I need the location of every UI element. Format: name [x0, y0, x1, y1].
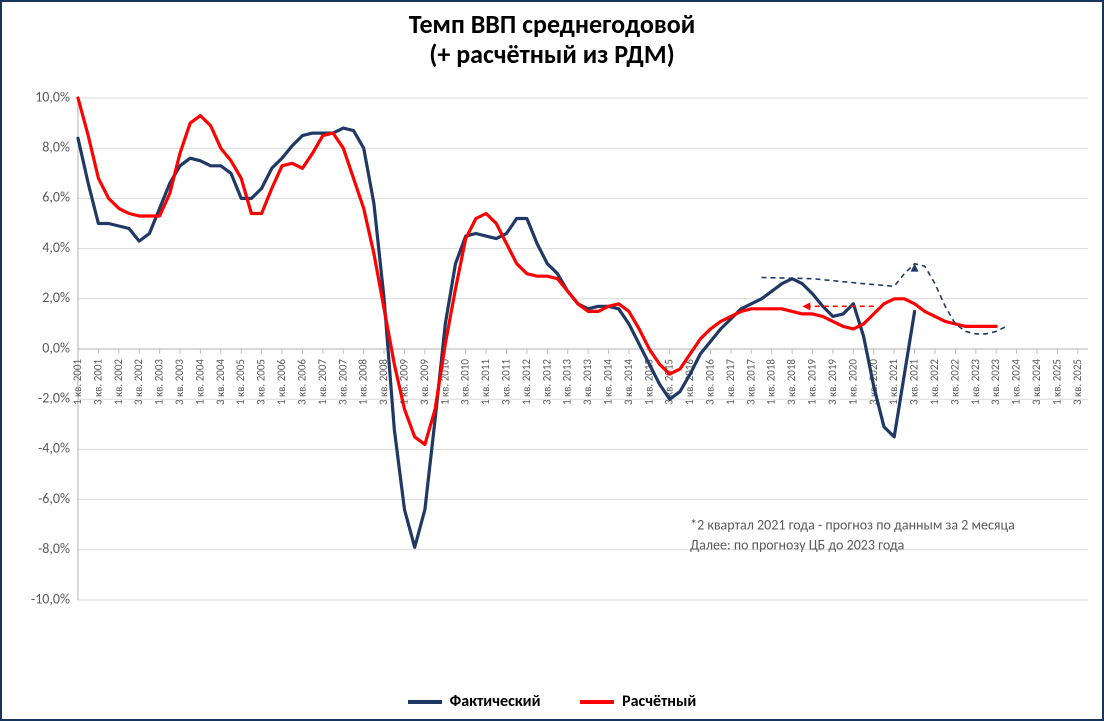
svg-text:1 кв. 2008: 1 кв. 2008 — [357, 359, 370, 405]
svg-text:10,0%: 10,0% — [35, 92, 70, 105]
legend-swatch-calculated — [580, 700, 614, 704]
svg-text:3 кв. 2004: 3 кв. 2004 — [214, 359, 227, 405]
svg-text:3 кв. 2002: 3 кв. 2002 — [132, 359, 145, 405]
svg-text:1 кв. 2020: 1 кв. 2020 — [846, 359, 859, 405]
svg-text:3 кв. 2021: 3 кв. 2021 — [908, 359, 921, 405]
svg-text:Далее: по прогнозу ЦБ до 2023: Далее: по прогнозу ЦБ до 2023 года — [690, 537, 904, 554]
svg-text:-2,0%: -2,0% — [38, 390, 70, 407]
svg-text:-6,0%: -6,0% — [38, 490, 70, 507]
svg-text:1 кв. 2001: 1 кв. 2001 — [71, 359, 84, 405]
svg-text:3 кв. 2014: 3 кв. 2014 — [622, 359, 635, 405]
line-chart-svg: -10,0% -8,0% -6,0% -4,0% -2,0% 0,0% 2,0% 4,0% 6,… — [16, 92, 1092, 652]
svg-text:1 кв. 2007: 1 кв. 2007 — [316, 359, 329, 405]
legend-swatch-actual — [408, 700, 442, 704]
svg-text:1 кв. 2017: 1 кв. 2017 — [724, 359, 737, 405]
legend-item-actual: Фактический — [408, 692, 541, 711]
chart-area: -10,0% -8,0% -6,0% -4,0% -2,0% 0,0% 2,0% 4,0% 6,… — [16, 92, 1092, 652]
svg-text:1 кв. 2023: 1 кв. 2023 — [969, 359, 982, 405]
svg-text:1 кв. 2014: 1 кв. 2014 — [602, 359, 615, 405]
svg-text:3 кв. 2018: 3 кв. 2018 — [785, 359, 798, 405]
svg-text:1 кв. 2004: 1 кв. 2004 — [193, 359, 206, 405]
svg-text:1 кв. 2002: 1 кв. 2002 — [112, 359, 125, 405]
svg-text:3 кв. 2006: 3 кв. 2006 — [295, 359, 308, 405]
svg-text:1 кв. 2025: 1 кв. 2025 — [1050, 359, 1063, 405]
svg-text:3 кв. 2013: 3 кв. 2013 — [581, 359, 594, 405]
svg-text:6,0%: 6,0% — [42, 189, 70, 206]
legend-item-calculated: Расчётный — [580, 692, 696, 711]
svg-text:1 кв. 2005: 1 кв. 2005 — [234, 359, 247, 405]
title-line-1: Темп ВВП среднегодовой — [2, 10, 1102, 40]
svg-text:1 кв. 2003: 1 кв. 2003 — [153, 359, 166, 405]
svg-text:1 кв. 2022: 1 кв. 2022 — [928, 359, 941, 405]
svg-text:3 кв. 2023: 3 кв. 2023 — [989, 359, 1002, 405]
svg-text:-10,0%: -10,0% — [31, 590, 70, 607]
svg-text:3 кв. 2012: 3 кв. 2012 — [540, 359, 553, 405]
svg-text:1 кв. 2019: 1 кв. 2019 — [806, 359, 819, 405]
svg-text:2,0%: 2,0% — [42, 289, 70, 306]
svg-text:1 кв. 2013: 1 кв. 2013 — [561, 359, 574, 405]
svg-text:3 кв. 2016: 3 кв. 2016 — [704, 359, 717, 405]
svg-text:1 кв. 2012: 1 кв. 2012 — [520, 359, 533, 405]
svg-text:0,0%: 0,0% — [42, 339, 70, 356]
legend: Фактический Расчётный — [2, 690, 1102, 712]
svg-text:4,0%: 4,0% — [42, 239, 70, 256]
svg-text:-8,0%: -8,0% — [38, 540, 70, 557]
svg-text:3 кв. 2019: 3 кв. 2019 — [826, 359, 839, 405]
svg-text:3 кв. 2001: 3 кв. 2001 — [91, 359, 104, 405]
svg-text:-4,0%: -4,0% — [38, 440, 70, 457]
svg-text:1 кв. 2018: 1 кв. 2018 — [765, 359, 778, 405]
svg-text:3 кв. 2003: 3 кв. 2003 — [173, 359, 186, 405]
legend-label-calculated: Расчётный — [622, 692, 696, 711]
svg-text:3 кв. 2010: 3 кв. 2010 — [459, 359, 472, 405]
svg-text:1 кв. 2024: 1 кв. 2024 — [1010, 359, 1023, 405]
svg-text:1 кв. 2021: 1 кв. 2021 — [887, 359, 900, 405]
svg-text:8,0%: 8,0% — [42, 139, 70, 156]
legend-label-actual: Фактический — [450, 692, 541, 711]
svg-text:3 кв. 2007: 3 кв. 2007 — [336, 359, 349, 405]
svg-text:3 кв. 2017: 3 кв. 2017 — [744, 359, 757, 405]
svg-text:1 кв. 2011: 1 кв. 2011 — [479, 359, 492, 405]
svg-text:*2 квартал 2021 года - прогноз: *2 квартал 2021 года - прогноз по данным… — [690, 517, 1015, 534]
svg-text:3 кв. 2024: 3 кв. 2024 — [1030, 359, 1043, 405]
chart-title: Темп ВВП среднегодовой (+ расчётный из Р… — [2, 2, 1102, 70]
svg-text:1 кв. 2006: 1 кв. 2006 — [275, 359, 288, 405]
svg-text:3 кв. 2009: 3 кв. 2009 — [418, 359, 431, 405]
svg-text:3 кв. 2025: 3 кв. 2025 — [1071, 359, 1084, 405]
svg-text:3 кв. 2005: 3 кв. 2005 — [255, 359, 268, 405]
chart-frame: Темп ВВП среднегодовой (+ расчётный из Р… — [0, 0, 1104, 721]
title-line-2: (+ расчётный из РДМ) — [2, 40, 1102, 70]
svg-text:3 кв. 2022: 3 кв. 2022 — [948, 359, 961, 405]
svg-text:3 кв. 2011: 3 кв. 2011 — [499, 359, 512, 405]
